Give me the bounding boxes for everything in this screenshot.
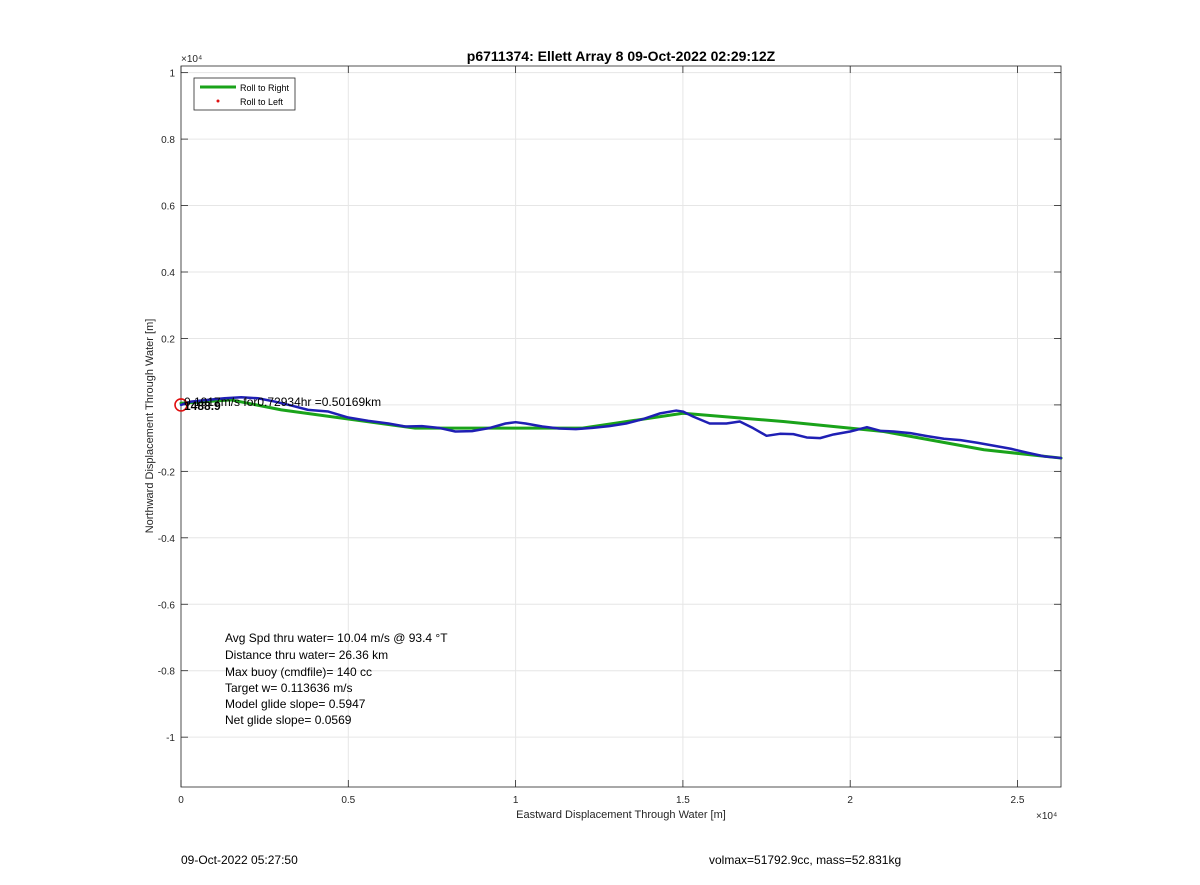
footer-timestamp: 09-Oct-2022 05:27:50	[181, 853, 298, 867]
x-tick-label: 0.5	[341, 795, 355, 806]
y-tick-label: -0.8	[158, 667, 176, 678]
point-annotation-overlap: 1488.9	[184, 399, 221, 413]
stats-block: Avg Spd thru water= 10.04 m/s @ 93.4 °T …	[225, 631, 448, 727]
series-line-track	[179, 396, 1063, 460]
x-axis-label: Eastward Displacement Through Water [m]	[516, 809, 726, 821]
axes-box	[180, 65, 1062, 788]
footer-volmax-mass: volmax=51792.9cc, mass=52.831kg	[709, 853, 901, 867]
legend-label-roll-left: Roll to Left	[240, 97, 284, 107]
tick-marks	[180, 66, 1061, 787]
x-tick-label: 0	[178, 795, 184, 806]
legend-box	[193, 77, 296, 111]
stats-line: Target w= 0.113636 m/s	[225, 681, 353, 695]
legend-label-roll-right: Roll to Right	[240, 83, 290, 93]
y-tick-label: 0.6	[161, 202, 175, 213]
y-tick-label: 0.8	[161, 135, 175, 146]
x-tick-label: 2.5	[1011, 795, 1025, 806]
x-tick-label: 2	[847, 795, 853, 806]
x-exponent-label: ×10⁴	[1036, 811, 1057, 822]
x-tick-label: 1.5	[676, 795, 690, 806]
stats-line: Distance thru water= 26.36 km	[225, 648, 388, 662]
stats-line: Net glide slope= 0.0569	[225, 713, 352, 727]
legend-swatch-roll-left	[216, 99, 220, 103]
chart-title: p6711374: Ellett Array 8 09-Oct-2022 02:…	[467, 48, 776, 64]
y-tick-label: -1	[166, 733, 175, 744]
y-tick-label: -0.4	[158, 534, 176, 545]
y-tick-label: 0.2	[161, 334, 175, 345]
y-tick-label: 1	[169, 69, 175, 80]
stats-line: Max buoy (cmdfile)= 140 cc	[225, 665, 372, 679]
x-tick-label: 1	[513, 795, 519, 806]
y-tick-labels: 1 0.8 0.6 0.4 0.2 -0.2 -0.4 -0.6 -0.8 -1	[158, 69, 176, 745]
y-tick-label: -0.6	[158, 600, 176, 611]
start-marker	[174, 398, 188, 412]
y-exponent-label: ×10⁴	[181, 54, 202, 65]
plot-area	[181, 66, 1061, 787]
x-tick-labels: 0 0.5 1 1.5 2 2.5	[178, 795, 1025, 806]
point-annotation: 0.1917m/s for0.72934hr =0.50169km	[184, 395, 381, 409]
y-tick-label: -0.2	[158, 467, 176, 478]
stats-line: Model glide slope= 0.5947	[225, 697, 366, 711]
series-group	[179, 396, 1063, 460]
legend: Roll to Right Roll to Left	[193, 77, 296, 111]
y-axis-label: Northward Displacement Through Water [m]	[144, 319, 156, 534]
y-tick-label: 0.4	[161, 268, 175, 279]
grid-lines	[180, 66, 1061, 787]
stats-line: Avg Spd thru water= 10.04 m/s @ 93.4 °T	[225, 631, 448, 645]
